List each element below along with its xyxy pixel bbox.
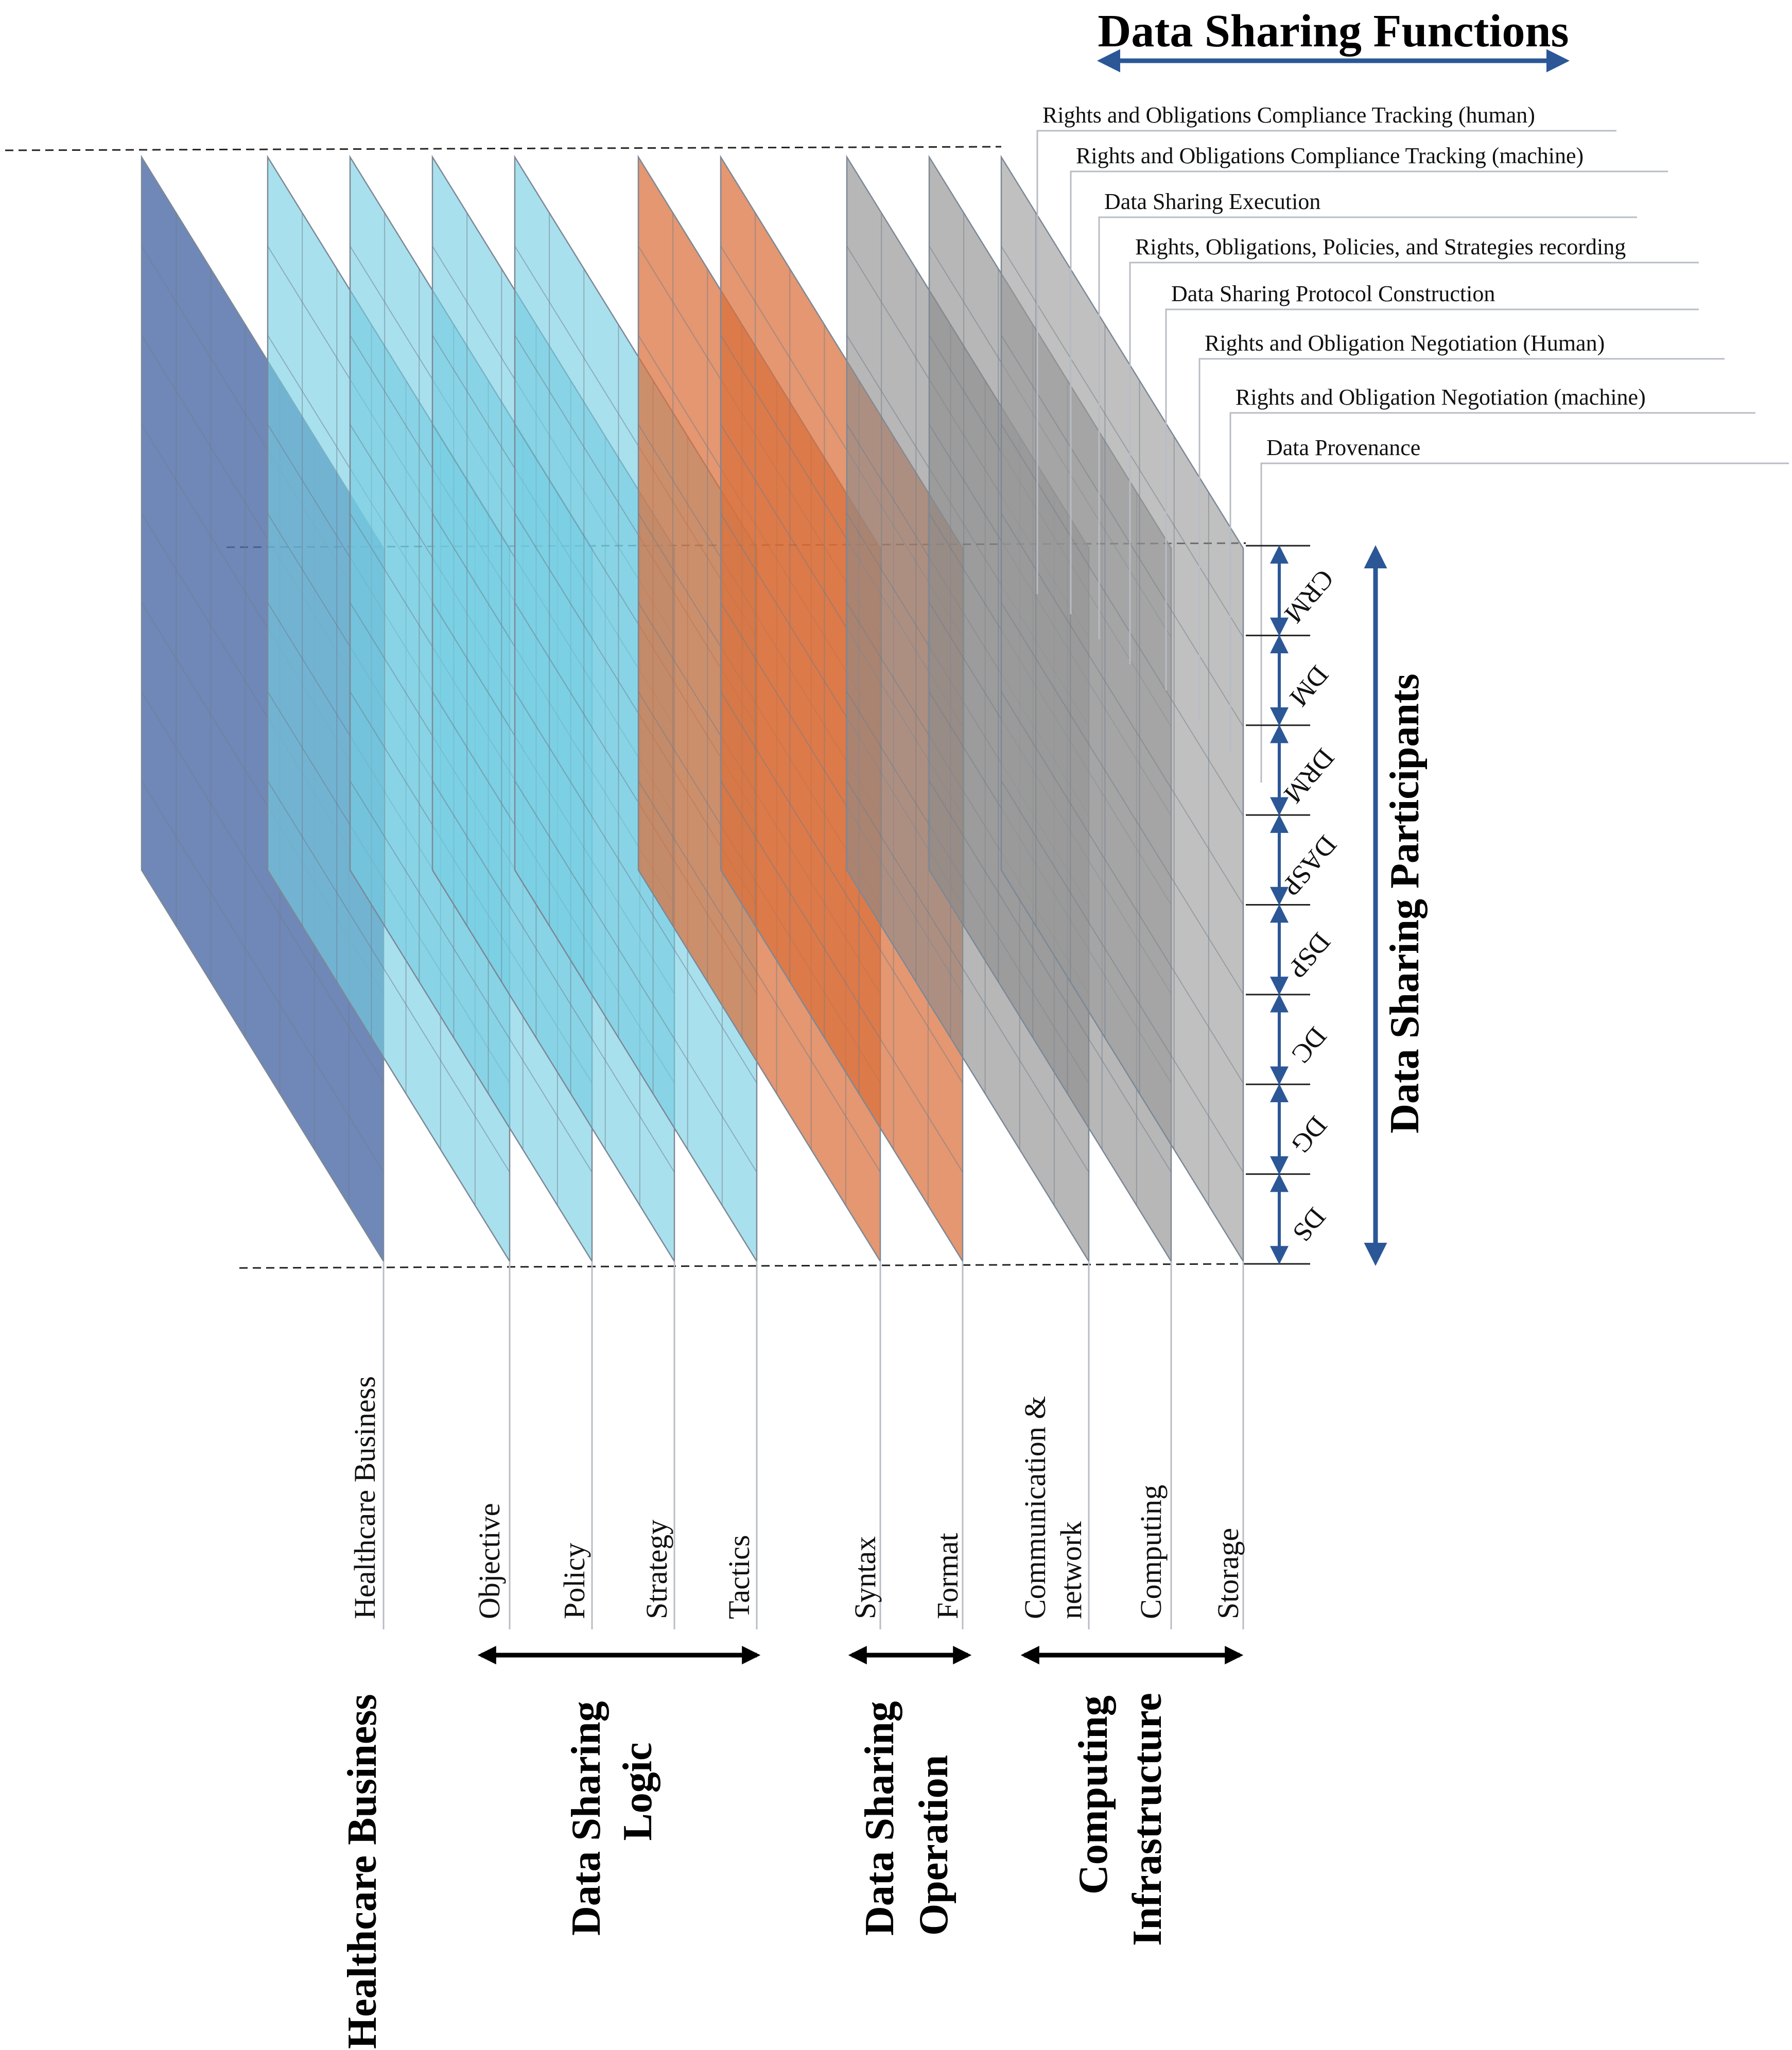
grid-line	[141, 780, 384, 1173]
grid-line	[267, 780, 510, 1173]
grid-line	[720, 780, 963, 1173]
grid-line	[1001, 424, 1244, 816]
layer-panel-grid	[1001, 213, 1244, 1206]
function-label: Data Sharing Execution	[1104, 189, 1320, 214]
diagram-title: Data Sharing Functions	[1098, 6, 1569, 57]
function-entry: Rights, Obligations, Policies, and Strat…	[1129, 234, 1699, 664]
layer-label-line2: network	[1054, 1521, 1088, 1619]
grid-line	[846, 780, 1089, 1173]
function-entry: Data Provenance	[1260, 435, 1789, 783]
function-entry: Data Sharing Protocol Construction	[1165, 281, 1699, 690]
function-entry: Rights and Obligations Compliance Tracki…	[1036, 102, 1616, 594]
function-leader-line	[1229, 412, 1755, 753]
group-label-computing-infrastructure-line2: Infrastructure	[1125, 1693, 1170, 1946]
function-entry: Rights and Obligation Negotiation (machi…	[1229, 385, 1755, 753]
participant-label: DASP	[1276, 830, 1342, 901]
layer-labels: Healthcare Business Objective Policy Strate…	[348, 1261, 1245, 1629]
grid-line	[1001, 780, 1244, 1173]
participant-label: DC	[1286, 1021, 1332, 1069]
grid-line	[432, 780, 675, 1173]
grid-line	[1001, 691, 1244, 1084]
grid-line	[141, 691, 384, 1084]
layer-label: Objective	[473, 1503, 506, 1619]
group-label-data-sharing-operation-line2: Operation	[911, 1755, 956, 1936]
function-leader-line	[1198, 358, 1725, 719]
grid-line	[514, 691, 757, 1084]
layer-label: Format	[931, 1533, 964, 1619]
function-leader-line	[1036, 130, 1616, 594]
grid-line	[638, 780, 881, 1173]
function-entry: Rights and Obligation Negotiation (Human…	[1198, 331, 1725, 719]
layer-label: Healthcare Business	[348, 1376, 381, 1619]
function-leader-line	[1070, 170, 1668, 614]
grid-line	[720, 691, 963, 1084]
function-label: Rights and Obligations Compliance Tracki…	[1042, 102, 1535, 128]
group-label-data-sharing-logic-line2: Logic	[615, 1742, 660, 1840]
grid-line	[514, 780, 757, 1173]
participant-scale: CRM DM DRM DASP DSP DC DG DS	[1246, 545, 1342, 1265]
layer-label: Storage	[1211, 1528, 1245, 1619]
function-label: Data Sharing Protocol Construction	[1171, 281, 1495, 306]
top-dashed-guide	[5, 146, 1002, 151]
layer-label: Communication &	[1018, 1396, 1052, 1619]
function-entry: Rights and Obligations Compliance Tracki…	[1070, 143, 1668, 614]
function-label: Rights, Obligations, Policies, and Strat…	[1135, 234, 1626, 259]
function-leader-line	[1098, 216, 1637, 639]
function-entry: Data Sharing Execution	[1098, 189, 1637, 639]
participant-label: CRM	[1279, 564, 1339, 628]
layer-label: Tactics	[722, 1535, 756, 1619]
participant-label: DRM	[1278, 743, 1340, 808]
participant-label: DS	[1286, 1202, 1331, 1247]
group-label-data-sharing-operation: Data Sharing	[857, 1701, 902, 1936]
grid-line	[929, 780, 1172, 1173]
function-label: Rights and Obligation Negotiation (Human…	[1205, 331, 1605, 356]
function-label: Rights and Obligations Compliance Tracki…	[1076, 143, 1584, 168]
bottom-dashed-guide	[239, 1263, 1249, 1269]
grid-line	[1001, 513, 1244, 906]
function-leader-line	[1129, 262, 1699, 664]
layer-label: Computing	[1134, 1485, 1168, 1619]
participant-label: DM	[1284, 660, 1334, 712]
layer-label: Syntax	[848, 1536, 882, 1619]
participants-axis-title: Data Sharing Participants	[1382, 673, 1428, 1133]
function-leader-line	[1165, 308, 1699, 690]
grid-line	[1001, 335, 1244, 727]
grid-line	[1001, 246, 1244, 638]
function-labels: Rights and Obligations Compliance Tracki…	[1036, 102, 1789, 783]
layer-panel	[1000, 154, 1244, 1264]
layer-label: Strategy	[640, 1520, 673, 1619]
layer-label: Policy	[558, 1543, 591, 1619]
function-label: Rights and Obligation Negotiation (machi…	[1236, 385, 1646, 410]
group-label-computing-infrastructure: Computing	[1071, 1695, 1116, 1895]
grid-line	[1001, 602, 1244, 995]
function-label: Data Provenance	[1266, 435, 1420, 460]
participant-label: DG	[1285, 1110, 1333, 1159]
participant-label: DSP	[1282, 927, 1336, 983]
group-label-healthcare-business: Healthcare Business	[340, 1694, 385, 2049]
function-leader-line	[1260, 462, 1789, 783]
grid-line	[350, 780, 593, 1173]
group-label-data-sharing-logic: Data Sharing	[564, 1701, 609, 1936]
layer-panels	[141, 154, 1244, 1264]
